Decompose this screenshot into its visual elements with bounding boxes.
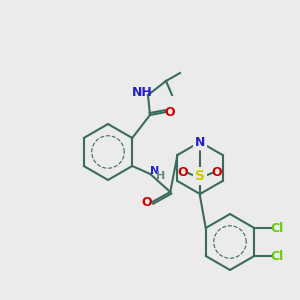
- Text: O: O: [178, 167, 188, 179]
- Text: S: S: [195, 169, 205, 183]
- Text: O: O: [141, 196, 152, 208]
- Text: Cl: Cl: [271, 221, 284, 235]
- Text: O: O: [212, 167, 222, 179]
- Text: N: N: [195, 136, 205, 148]
- Text: O: O: [165, 106, 175, 118]
- Text: N: N: [150, 166, 159, 176]
- Text: Cl: Cl: [271, 250, 284, 262]
- Text: NH: NH: [132, 86, 152, 100]
- Text: H: H: [156, 171, 165, 181]
